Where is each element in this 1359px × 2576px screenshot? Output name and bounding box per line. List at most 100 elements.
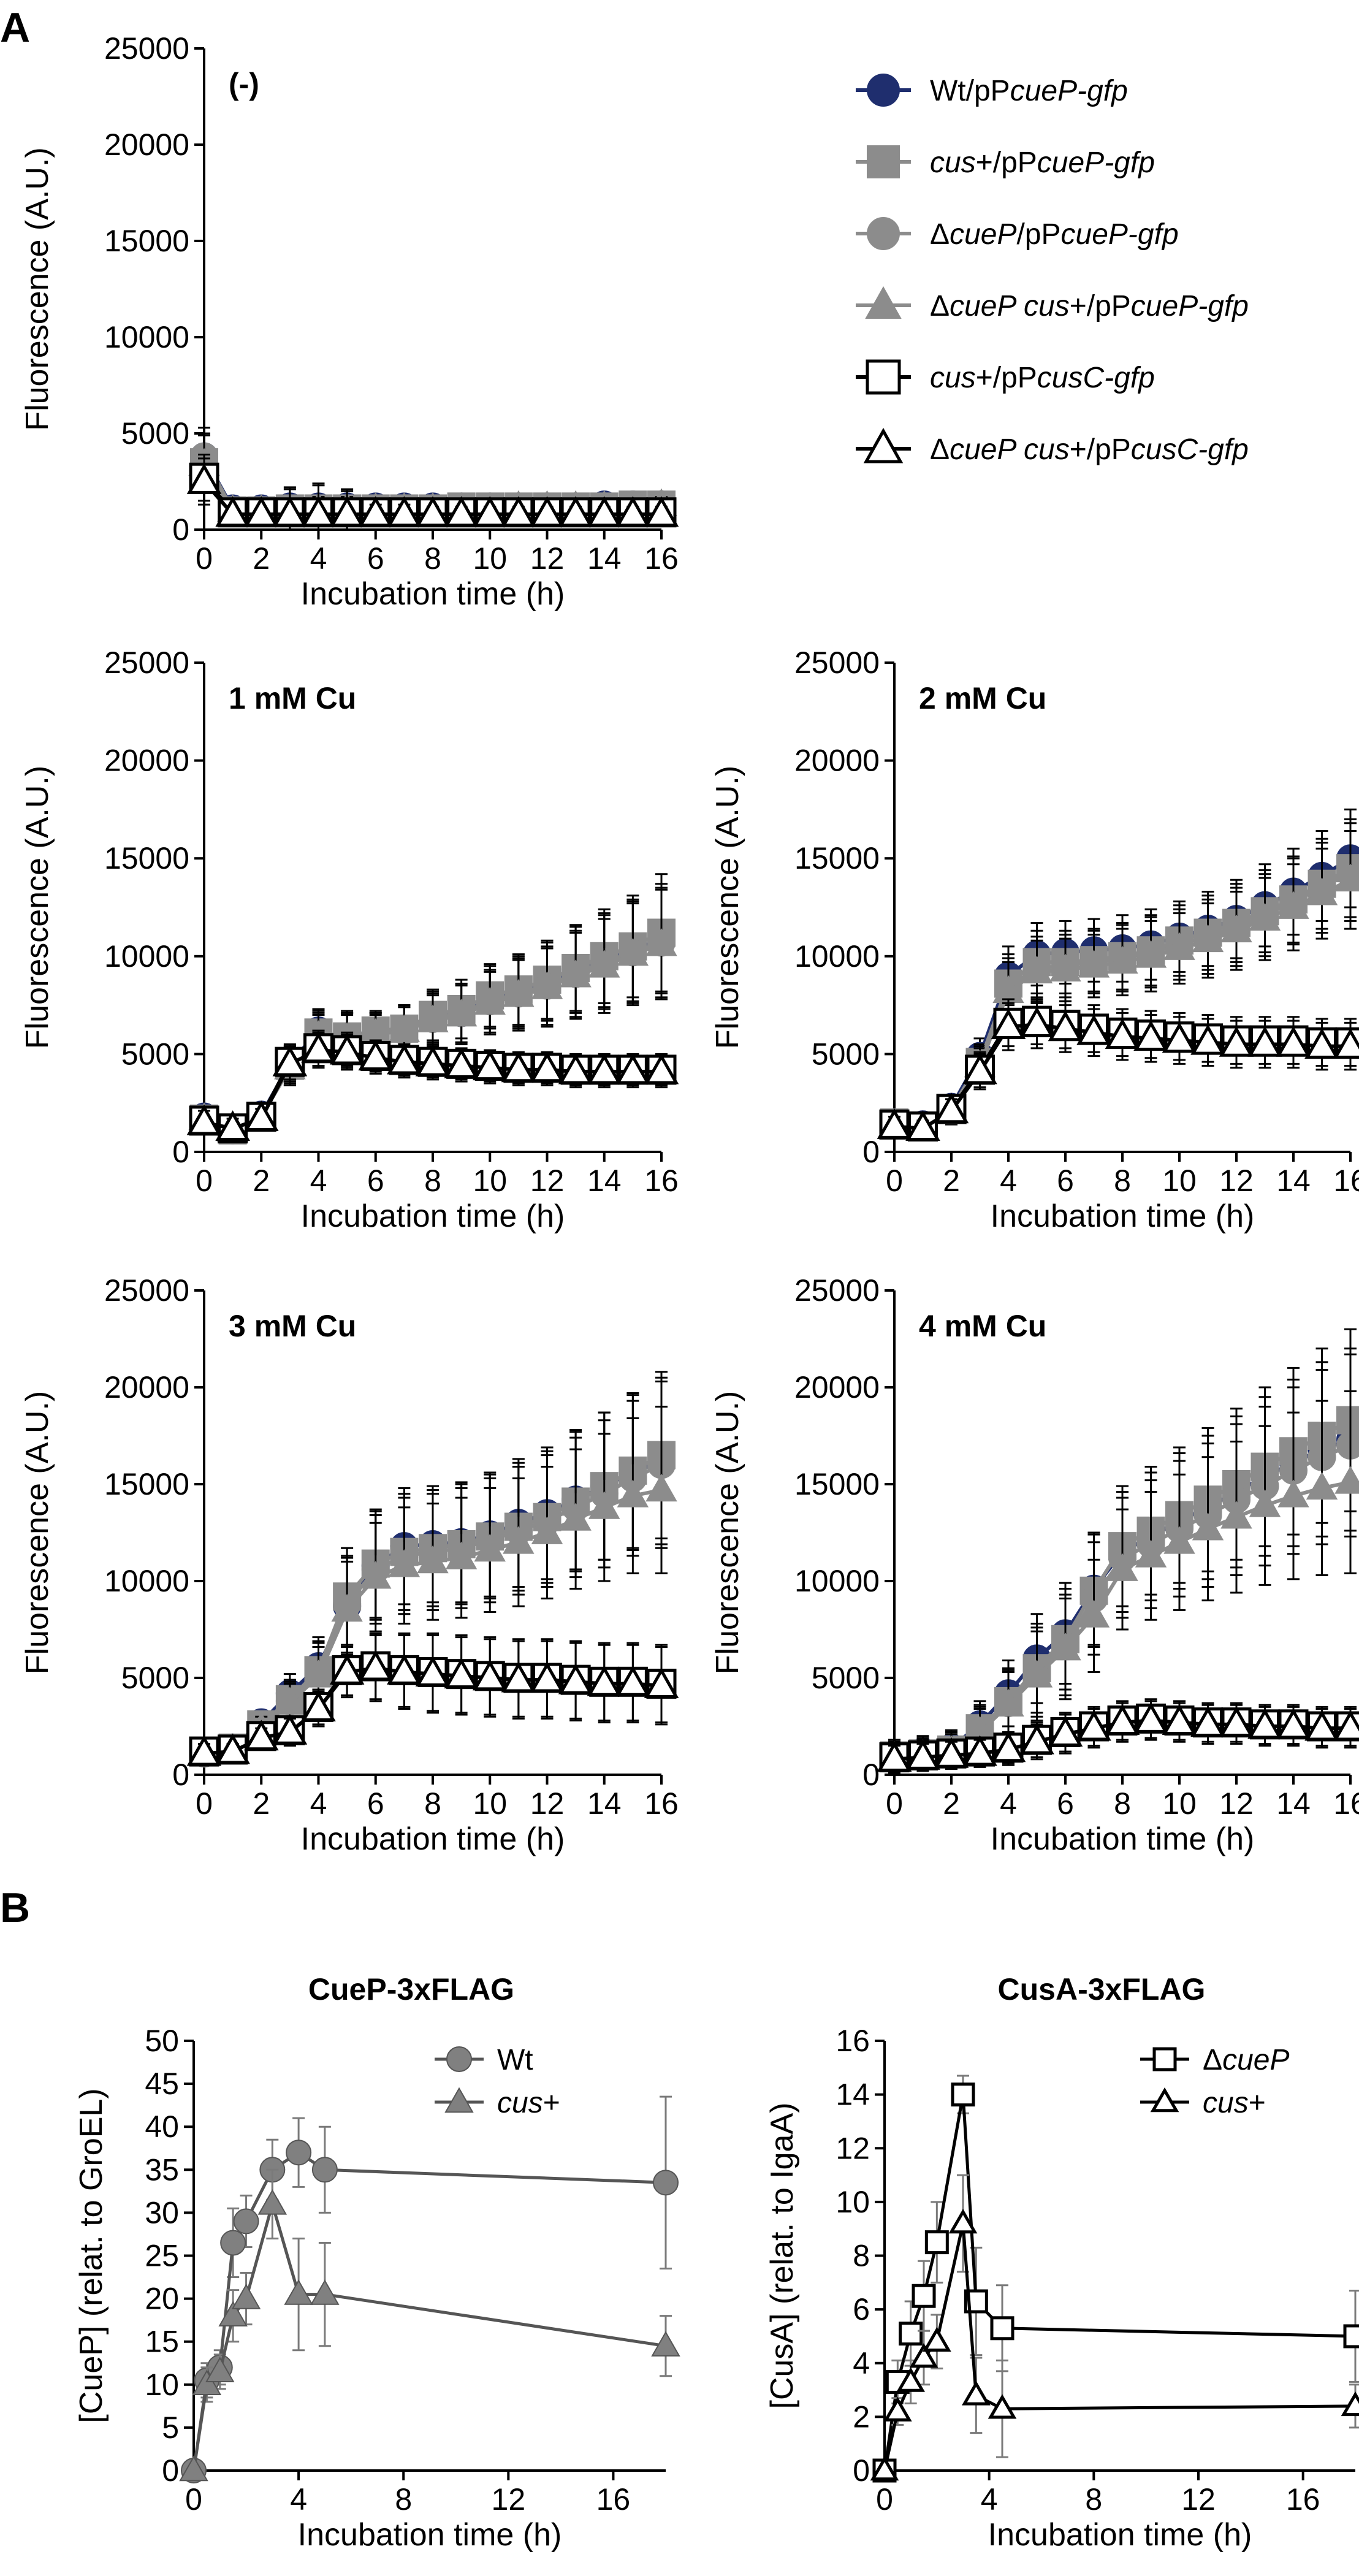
- data-point: [1343, 2324, 1359, 2349]
- data-point: [905, 1739, 940, 1770]
- data-point: [329, 1653, 365, 1685]
- y-tick-label: 50: [145, 2024, 179, 2058]
- y-tick-label: 0: [162, 2453, 179, 2488]
- data-point: [588, 950, 620, 978]
- x-tick-label: 12: [530, 541, 565, 576]
- data-point: [186, 463, 222, 494]
- y-tick-label: 10000: [794, 1564, 880, 1598]
- label-part: cus: [497, 2087, 543, 2119]
- x-tick-label: 8: [1114, 1786, 1131, 1821]
- data-point: [615, 1053, 650, 1084]
- panel-label-a: A: [0, 4, 30, 51]
- data-point: [653, 2170, 679, 2196]
- data-point: [1078, 1599, 1110, 1628]
- data-point: [243, 1100, 279, 1132]
- x-tick-label: 8: [424, 1786, 441, 1821]
- y-tick-label: 20000: [794, 1370, 880, 1404]
- label-part: Δ: [930, 290, 950, 322]
- data-point: [388, 1549, 421, 1577]
- x-tick-label: 4: [981, 2482, 998, 2517]
- data-point: [301, 1032, 336, 1063]
- legend-entry: ΔcueP: [1140, 2044, 1289, 2076]
- data-point: [444, 496, 479, 527]
- x-tick-label: 2: [943, 1786, 960, 1821]
- legend-marker: [863, 427, 904, 463]
- x-tick-label: 8: [1114, 1164, 1131, 1198]
- label-part: cus: [930, 362, 976, 394]
- data-point: [644, 1667, 679, 1698]
- legend-entry: ΔcueP cus+/pPcueP-gfp: [856, 286, 1249, 322]
- y-axis-title: Fluorescence (A.U.): [20, 1391, 55, 1674]
- y-tick-label: 15000: [104, 1467, 189, 1501]
- data-point: [1105, 1018, 1140, 1049]
- y-tick-label: 25000: [794, 1273, 880, 1308]
- y-tick-label: 2: [853, 2399, 870, 2434]
- y-tick-label: 14: [836, 2078, 870, 2112]
- x-tick-label: 10: [1162, 1164, 1197, 1198]
- y-tick-label: 20: [145, 2282, 179, 2316]
- data-point: [1333, 1710, 1359, 1741]
- data-point: [877, 1108, 912, 1139]
- y-tick-label: 12: [836, 2131, 870, 2165]
- data-point: [1333, 1028, 1359, 1059]
- data-point: [1078, 950, 1110, 978]
- y-tick-label: 4: [853, 2346, 870, 2380]
- y-tick-label: 25000: [104, 1273, 189, 1308]
- data-point: [870, 2456, 899, 2481]
- data-point: [991, 1008, 1026, 1040]
- data-point: [617, 1479, 649, 1507]
- x-tick-label: 0: [196, 1164, 213, 1198]
- data-point: [1021, 1660, 1053, 1688]
- label-part: Wt/pP: [930, 75, 1010, 107]
- data-point: [215, 496, 250, 527]
- chart-title: 2 mM Cu: [919, 681, 1046, 715]
- data-point: [530, 1051, 565, 1083]
- legend-marker: [866, 359, 901, 395]
- label-part: Wt: [497, 2044, 533, 2076]
- legend-marker: [867, 217, 900, 250]
- legend-label: cus+/pPcueP-gfp: [930, 147, 1155, 179]
- data-point: [192, 2369, 222, 2395]
- chart-panel-a-1mm-cu: 0 5000 10000 15000 20000 25000 0 2 4 6 8 10 12 14 16 In…: [20, 646, 679, 1234]
- x-axis-title: Incubation time (h): [301, 1198, 565, 1234]
- chart-title: (-): [229, 67, 259, 101]
- data-point: [301, 496, 336, 527]
- x-axis-title: Incubation time (h): [301, 1821, 565, 1857]
- data-point: [1341, 2391, 1359, 2417]
- x-tick-label: 8: [424, 541, 441, 576]
- data-point: [1190, 1024, 1225, 1055]
- data-point: [415, 1656, 451, 1686]
- y-tick-label: 0: [172, 513, 189, 547]
- x-tick-label: 2: [253, 541, 270, 576]
- y-tick-label: 0: [172, 1135, 189, 1169]
- data-point: [1163, 1526, 1195, 1554]
- data-point: [503, 1526, 535, 1554]
- data-point: [1276, 1708, 1311, 1739]
- data-point: [388, 1014, 421, 1042]
- legend-panel-a: Wt/pPcueP-gfpcus+/pPcueP-gfpΔcueP/pPcueP…: [856, 74, 1249, 466]
- data-point: [615, 496, 650, 527]
- x-tick-label: 8: [1085, 2482, 1102, 2517]
- data-point: [531, 1516, 563, 1544]
- series-1: [179, 2168, 680, 2482]
- y-tick-label: 16: [836, 2024, 870, 2058]
- x-tick-label: 10: [1162, 1786, 1197, 1821]
- x-tick-label: 0: [185, 2482, 202, 2517]
- data-point: [587, 1053, 622, 1084]
- x-tick-label: 16: [596, 2482, 631, 2517]
- data-point: [387, 1653, 422, 1685]
- legend-label: ΔcueP cus+/pPcueP-gfp: [930, 290, 1249, 322]
- data-point: [218, 2301, 248, 2326]
- legend-label: ΔcueP: [1203, 2044, 1289, 2076]
- data-point: [922, 2326, 951, 2352]
- x-tick-label: 4: [290, 2482, 307, 2517]
- x-tick-label: 10: [473, 1164, 507, 1198]
- data-point: [179, 2455, 208, 2482]
- data-point: [415, 496, 451, 527]
- label-part: cueP cus: [950, 433, 1070, 466]
- x-tick-label: 0: [196, 541, 213, 576]
- label-part: cueP: [950, 218, 1016, 251]
- label-part: /pP: [1016, 218, 1060, 251]
- data-point: [417, 1545, 449, 1574]
- legend-label: Wt: [497, 2044, 533, 2076]
